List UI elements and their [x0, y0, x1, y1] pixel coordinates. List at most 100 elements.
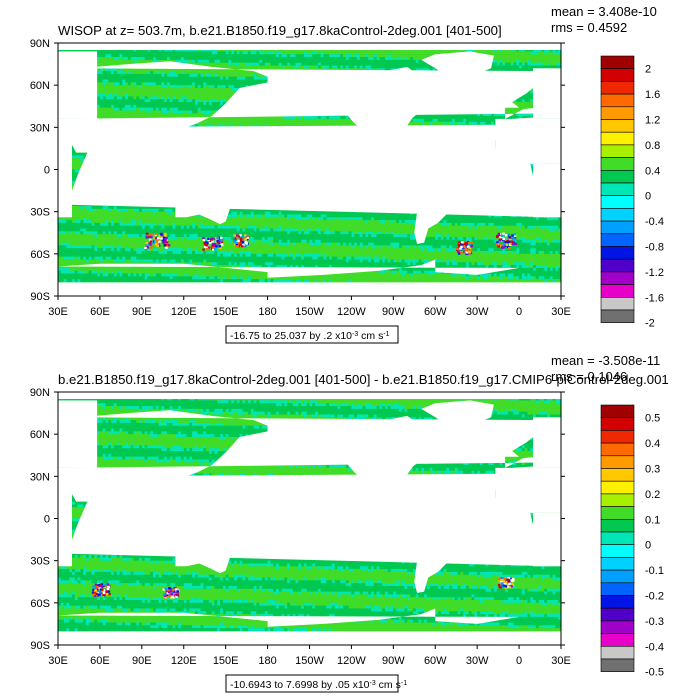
colorbar-swatch: [601, 234, 634, 247]
x-tick-label: 60E: [90, 306, 110, 318]
colorbar-swatch: [601, 132, 634, 145]
colorbar-swatch: [601, 456, 634, 469]
x-tick-label: 90W: [382, 655, 405, 667]
y-tick-label: 30N: [30, 122, 50, 134]
x-tick-label: 30E: [551, 306, 571, 318]
colorbar-swatch: [601, 170, 634, 183]
colorbar-swatch: [601, 418, 634, 431]
colorbar-label: 1.6: [645, 89, 660, 101]
y-tick-label: 0: [44, 514, 50, 526]
x-tick-label: 120W: [337, 655, 366, 667]
colorbar: 0.50.40.30.20.10-0.1-0.2-0.3-0.4-0.5: [601, 405, 664, 679]
colorbar-label: 0.5: [645, 413, 660, 425]
colorbar-swatch: [601, 158, 634, 171]
colorbar-label: 0: [645, 191, 651, 203]
y-tick-label: 90N: [30, 38, 50, 50]
x-tick-label: 60W: [424, 655, 447, 667]
colorbar-swatch: [601, 183, 634, 196]
colorbar-label: 0.3: [645, 464, 660, 476]
colorbar-swatch: [601, 583, 634, 596]
colorbar-label: -0.5: [645, 667, 664, 679]
colorbar-swatch: [601, 221, 634, 234]
colorbar-label: 0.2: [645, 489, 660, 501]
x-tick-label: 90E: [132, 655, 152, 667]
y-tick-label: 60N: [30, 80, 50, 92]
colorbar-label: 0.8: [645, 140, 660, 152]
colorbar: 21.61.20.80.40-0.4-0.8-1.2-1.6-2: [601, 56, 664, 330]
x-tick-label: 120E: [171, 655, 197, 667]
colorbar-label: -1.2: [645, 267, 664, 279]
x-tick-label: 150E: [213, 655, 239, 667]
colorbar-swatch: [601, 481, 634, 494]
stat-rms: rms = 0.1046: [551, 369, 627, 384]
colorbar-label: 0.4: [645, 438, 660, 450]
colorbar-swatch: [601, 405, 634, 418]
chart-title: WISOP at z= 503.7m, b.e21.B1850.f19_g17.…: [58, 23, 502, 38]
x-tick-label: 120E: [171, 306, 197, 318]
colorbar-swatch: [601, 69, 634, 82]
colorbar-swatch: [601, 621, 634, 634]
x-tick-label: 30E: [48, 306, 68, 318]
colorbar-swatch: [601, 107, 634, 120]
colorbar-swatch: [601, 532, 634, 545]
colorbar-swatch: [601, 56, 634, 69]
colorbar-swatch: [601, 81, 634, 94]
x-tick-label: 150W: [295, 655, 324, 667]
x-tick-label: 150W: [295, 306, 324, 318]
colorbar-label: -0.8: [645, 242, 664, 254]
x-tick-label: 0: [516, 655, 522, 667]
y-tick-label: 90S: [30, 640, 50, 652]
y-tick-label: 90N: [30, 387, 50, 399]
colorbar-swatch: [601, 310, 634, 323]
stat-mean: mean = -3.508e-11: [551, 353, 660, 368]
colorbar-label: 1.2: [645, 115, 660, 127]
panel-2: 90N 60N 30N 0 30S 60S 90S 30E 60E 90E 120E 150E 180 1…: [30, 353, 669, 692]
y-tick-label: 90S: [30, 291, 50, 303]
x-tick-label: 60W: [424, 306, 447, 318]
y-tick-label: 30N: [30, 471, 50, 483]
colorbar-swatch: [601, 646, 634, 659]
stat-mean: mean = 3.408e-10: [551, 4, 657, 19]
contour-info-text: -10.6943 to 7.6998 by .05 x10-3 cm s-1: [230, 679, 407, 691]
colorbar-swatch: [601, 94, 634, 107]
y-tick-label: 60S: [30, 598, 50, 610]
colorbar-swatch: [601, 545, 634, 558]
y-tick-label: 0: [44, 165, 50, 177]
x-tick-label: 30E: [551, 655, 571, 667]
colorbar-swatch: [601, 570, 634, 583]
colorbar-swatch: [601, 297, 634, 310]
colorbar-label: -2: [645, 318, 655, 330]
x-tick-label: 30W: [466, 306, 489, 318]
colorbar-swatch: [601, 145, 634, 158]
colorbar-label: 2: [645, 64, 651, 76]
colorbar-label: 0.4: [645, 165, 660, 177]
x-tick-label: 120W: [337, 306, 366, 318]
colorbar-swatch: [601, 557, 634, 570]
colorbar-swatch: [601, 247, 634, 260]
colorbar-label: -0.3: [645, 616, 664, 628]
x-tick-label: 180: [258, 655, 276, 667]
x-tick-label: 30E: [48, 655, 68, 667]
colorbar-swatch: [601, 196, 634, 209]
colorbar-swatch: [601, 608, 634, 621]
colorbar-swatch: [601, 120, 634, 133]
colorbar-label: -0.4: [645, 641, 664, 653]
x-tick-label: 60E: [90, 655, 110, 667]
x-tick-label: 30W: [466, 655, 489, 667]
colorbar-label: 0: [645, 540, 651, 552]
colorbar-swatch: [601, 507, 634, 520]
y-tick-label: 60N: [30, 429, 50, 441]
colorbar-swatch: [601, 285, 634, 298]
colorbar-swatch: [601, 443, 634, 456]
colorbar-label: -0.4: [645, 216, 664, 228]
x-tick-label: 180: [258, 306, 276, 318]
y-tick-label: 30S: [30, 207, 50, 219]
colorbar-swatch: [601, 659, 634, 672]
colorbar-swatch: [601, 208, 634, 221]
contour-info-text: -16.75 to 25.037 by .2 x10-3 cm s-1: [230, 330, 390, 342]
x-tick-label: 90E: [132, 306, 152, 318]
y-tick-label: 30S: [30, 556, 50, 568]
y-tick-label: 60S: [30, 249, 50, 261]
colorbar-swatch: [601, 469, 634, 482]
